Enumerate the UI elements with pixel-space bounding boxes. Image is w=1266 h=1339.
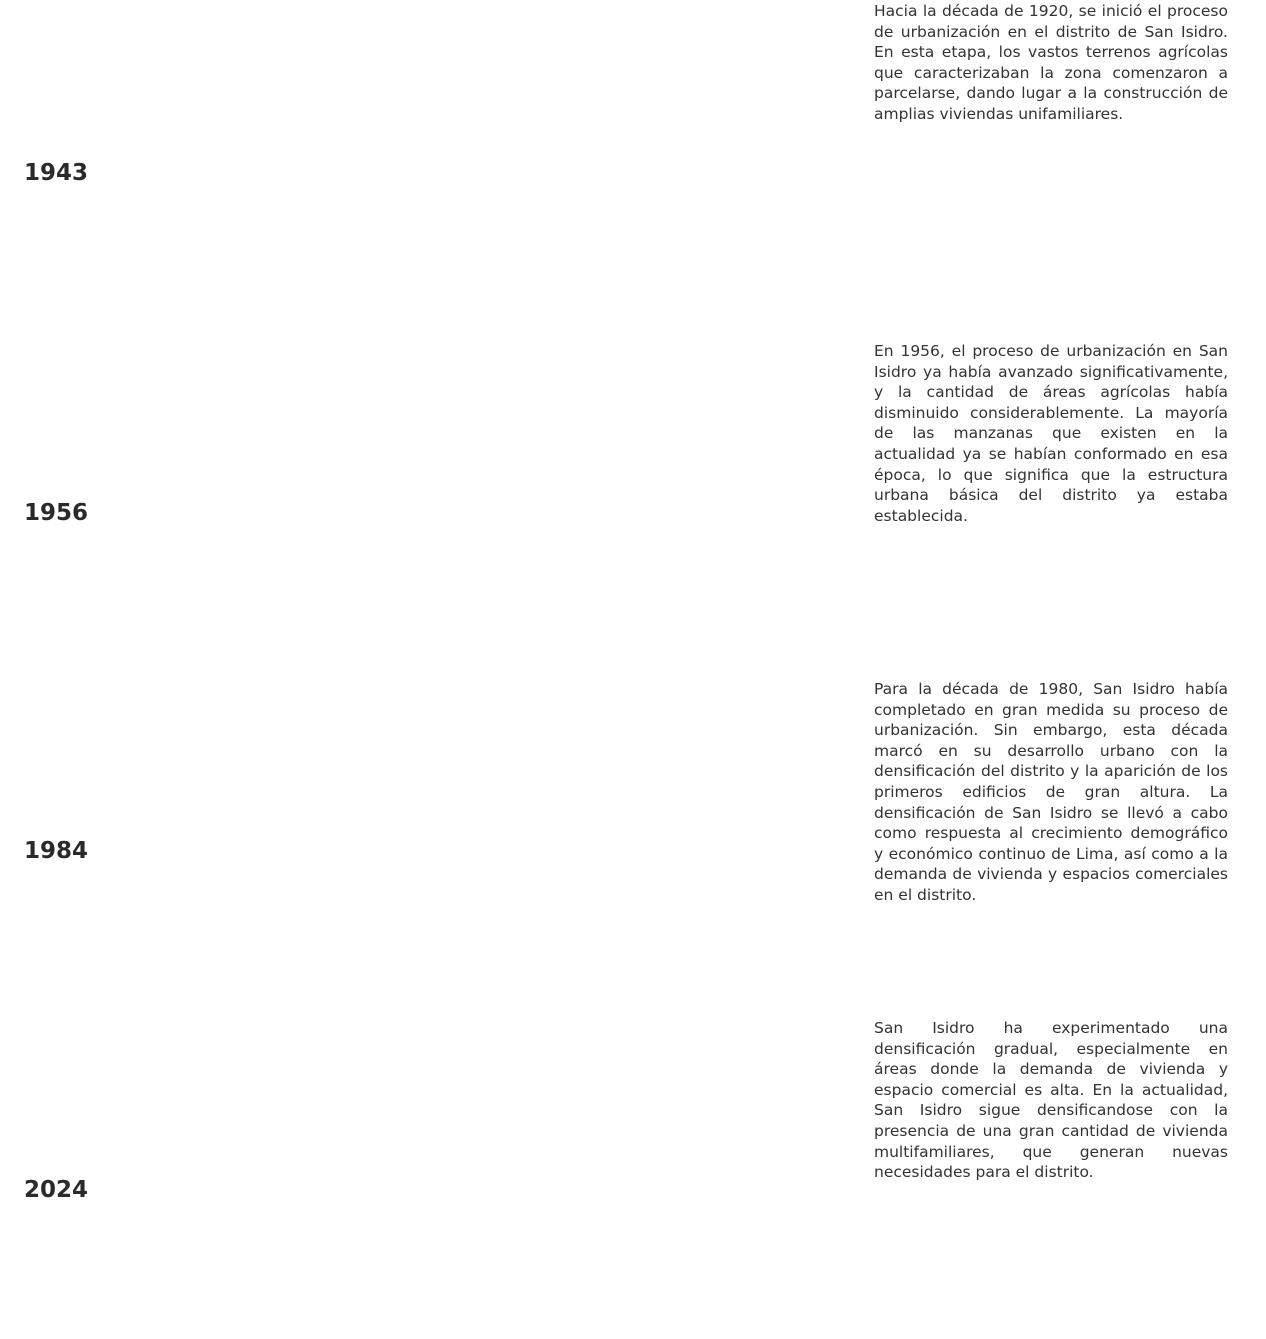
year-label: 2024	[24, 1177, 88, 1203]
map	[144, 345, 850, 657]
year-label: 1943	[24, 160, 88, 186]
page: {"panels": [ {"year": "1943", "text": "H…	[0, 0, 1266, 1339]
map	[144, 1022, 850, 1339]
description: Para la década de 1980, San Isidro había…	[874, 679, 1228, 906]
map	[144, 683, 850, 996]
year-label: 1984	[24, 838, 88, 864]
description: Hacia la década de 1920, se inició el pr…	[874, 1, 1228, 125]
description: San Isidro ha experimentado una densific…	[874, 1018, 1228, 1183]
map	[144, 5, 850, 318]
description: En 1956, el proceso de urbanización en S…	[874, 341, 1228, 526]
year-label: 1956	[24, 500, 88, 526]
